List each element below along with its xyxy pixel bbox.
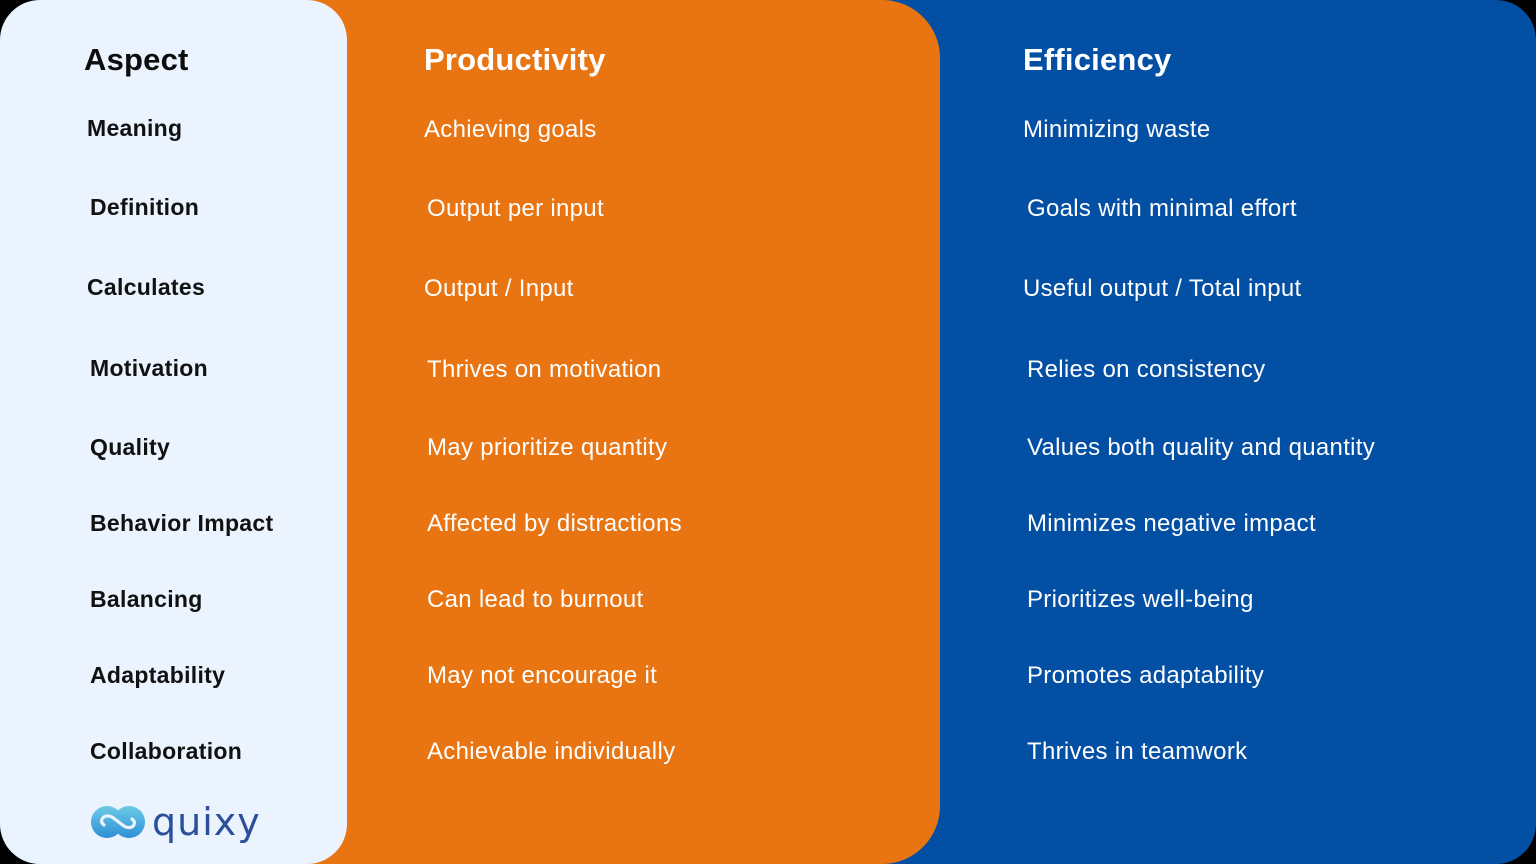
productivity-cell: Achievable individually [427,738,676,765]
efficiency-cell: Relies on consistency [1027,356,1266,383]
productivity-cell: Output per input [427,195,604,222]
productivity-cell: Affected by distractions [427,510,682,537]
productivity-cell: Can lead to burnout [427,586,644,613]
productivity-cell: May not encourage it [427,662,658,689]
efficiency-cell: Promotes adaptability [1027,662,1265,689]
header-efficiency: Efficiency [1023,42,1172,77]
aspect-label: Meaning [87,115,183,141]
productivity-cell: May prioritize quantity [427,434,668,461]
aspect-column-panel [0,0,347,864]
aspect-label: Definition [90,194,200,220]
efficiency-cell: Prioritizes well-being [1027,586,1254,613]
aspect-label: Balancing [90,586,203,612]
aspect-label: Behavior Impact [90,510,274,536]
productivity-column-panel [260,0,940,864]
efficiency-cell: Thrives in teamwork [1027,738,1248,765]
efficiency-cell: Useful output / Total input [1023,275,1302,302]
efficiency-cell: Minimizing waste [1023,116,1211,143]
efficiency-cell: Minimizes negative impact [1027,510,1316,537]
logo-text: quixy [152,799,261,844]
aspect-label: Motivation [90,355,208,381]
productivity-cell: Achieving goals [424,116,597,143]
header-aspect: Aspect [84,42,189,77]
aspect-label: Calculates [87,274,206,300]
aspect-label: Quality [90,434,171,460]
productivity-cell: Thrives on motivation [427,356,662,383]
header-productivity: Productivity [424,42,606,77]
aspect-label: Collaboration [90,738,243,764]
efficiency-cell: Values both quality and quantity [1027,434,1376,461]
efficiency-cell: Goals with minimal effort [1027,195,1297,222]
productivity-cell: Output / Input [424,275,574,302]
quixy-logo: quixy [90,799,261,845]
quixy-infinity-logo-icon [90,804,146,845]
aspect-label: Adaptability [90,662,226,688]
